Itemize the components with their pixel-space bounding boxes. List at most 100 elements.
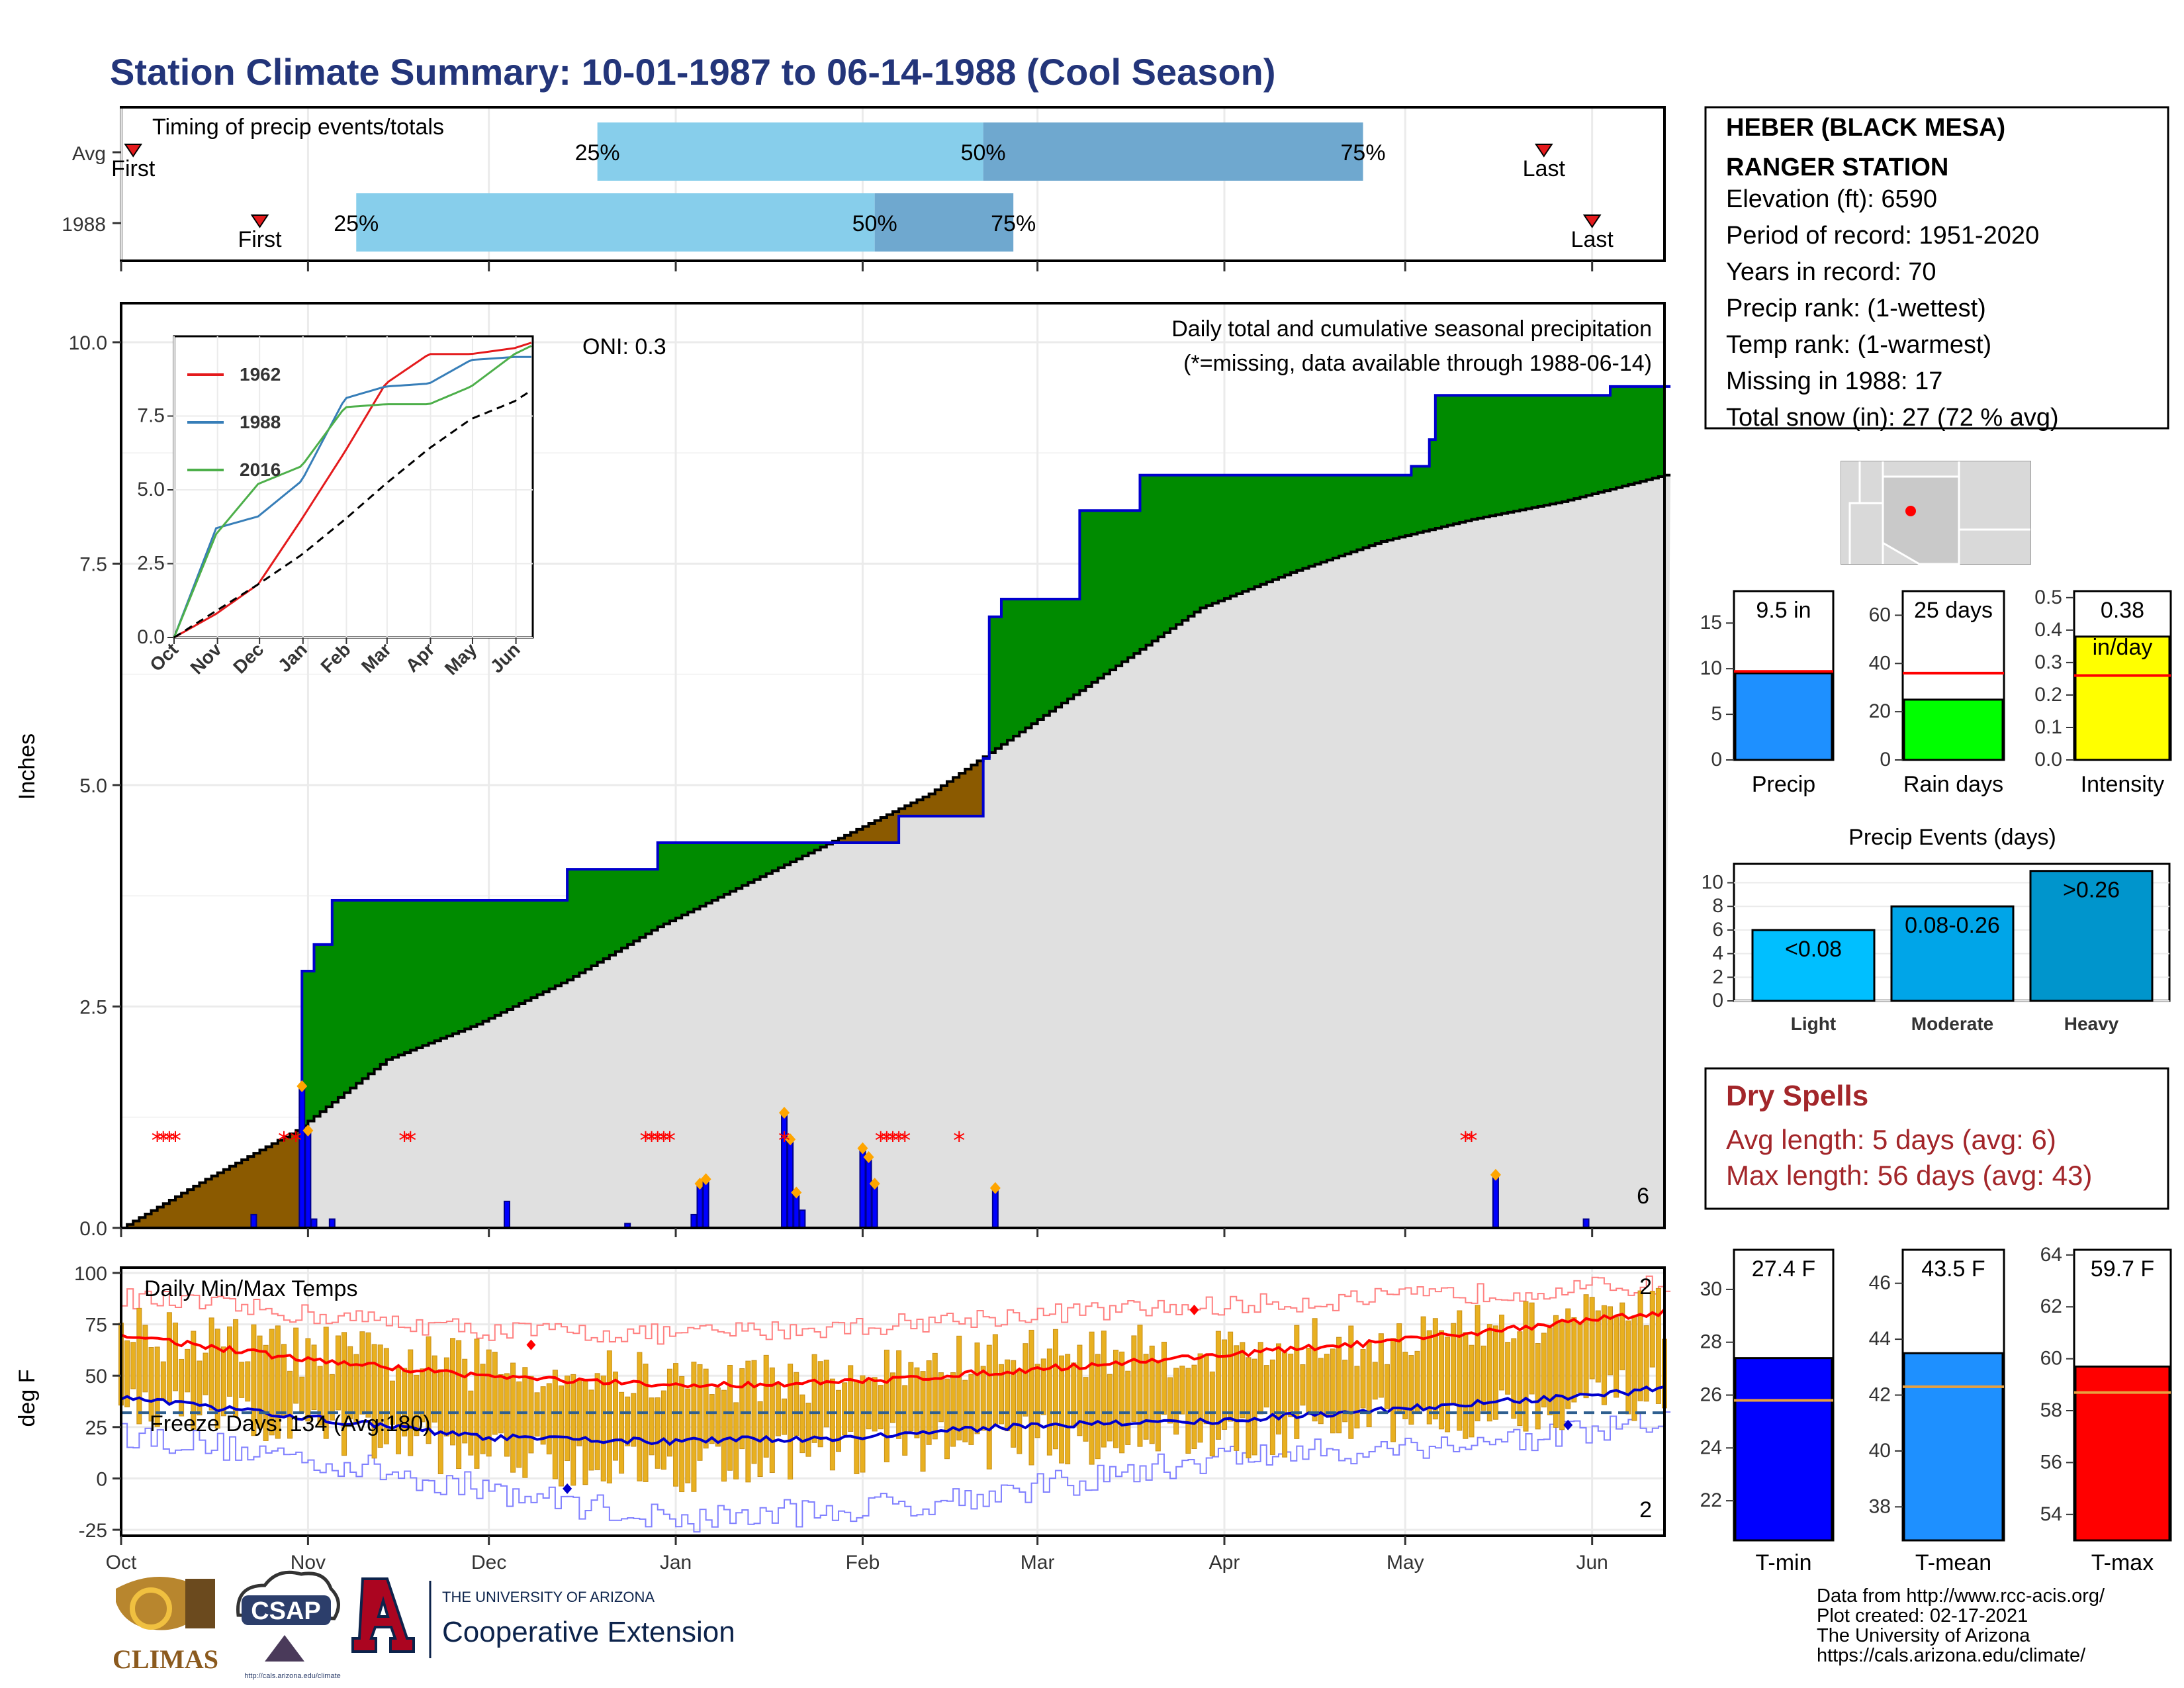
daily-temp-bar: [1089, 1331, 1095, 1465]
mini-bar-label: T-mean: [1915, 1550, 1991, 1575]
daily-temp-bar: [1240, 1342, 1246, 1419]
mini-bar-tick-label: 64: [2040, 1244, 2062, 1266]
daily-temp-bar: [1408, 1355, 1414, 1425]
daily-temp-bar: [443, 1357, 449, 1436]
events-tick-label: 2: [1712, 966, 1723, 988]
daily-temp-bar: [823, 1360, 829, 1428]
month-label: Mar: [1021, 1552, 1055, 1573]
daily-temp-bar: [534, 1392, 540, 1437]
daily-precip-bar: [1582, 1218, 1590, 1229]
timing-first-label: First: [111, 156, 156, 181]
daily-temp-bar: [1071, 1362, 1077, 1428]
university-of-arizona-logo: [351, 1577, 415, 1653]
daily-temp-bar: [1378, 1333, 1384, 1398]
daily-temp-bar: [185, 1348, 191, 1393]
daily-temp-bar: [902, 1385, 908, 1456]
daily-precip-bar: [871, 1183, 878, 1229]
daily-temp-bar: [1577, 1323, 1583, 1393]
daily-temp-bar: [1276, 1343, 1281, 1434]
mini-bar-tick-label: 56: [2040, 1451, 2062, 1473]
timing-title: Timing of precip events/totals: [152, 115, 444, 140]
daily-temp-bar: [1499, 1314, 1505, 1391]
mini-bar-tick-label: 10: [1700, 657, 1722, 679]
month-axis: Oct Nov Dec Jan Feb Mar Apr May Jun: [106, 1228, 1608, 1573]
daily-temp-bar: [769, 1367, 775, 1474]
daily-temp-bar: [365, 1332, 371, 1418]
timing-last-label: Last: [1571, 227, 1614, 252]
daily-temp-bar: [1059, 1355, 1065, 1464]
daily-temp-bar: [727, 1365, 733, 1471]
daily-temp-bar: [208, 1317, 214, 1411]
missing-day-marker: *: [163, 1127, 175, 1154]
daily-temp-bar: [335, 1335, 341, 1411]
station-box-frame: [1704, 106, 2169, 430]
daily-temp-bar: [1463, 1332, 1469, 1439]
daily-temp-bar: [890, 1372, 895, 1423]
daily-temp-bar: [950, 1372, 956, 1447]
timing-last-label: Last: [1523, 156, 1566, 181]
station-info-box: HEBER (BLACK MESA) RANGER STATION Elevatio…: [1704, 106, 2169, 432]
timing-bar-25-50: [356, 193, 875, 252]
mini-bar-tick-label: 24: [1700, 1436, 1722, 1458]
daily-temp-bar: [1125, 1370, 1131, 1445]
mini-bar-tick-label: 54: [2040, 1503, 2062, 1525]
daily-precip-bar: [250, 1213, 257, 1229]
daily-temp-bar: [510, 1362, 516, 1473]
daily-temp-bar: [649, 1397, 655, 1456]
station-info-line: Elevation (ft): 6590: [1726, 185, 1937, 213]
missing-day-marker: *: [404, 1127, 416, 1154]
daily-temp-bar: [1017, 1368, 1023, 1454]
daily-temp-bar: [1185, 1368, 1191, 1454]
temp-ytick-label: 25: [85, 1417, 107, 1439]
daily-temp-bar: [619, 1391, 625, 1474]
daily-temp-bar: [516, 1381, 522, 1468]
mini-bar-tick-label: 22: [1700, 1489, 1722, 1511]
precip-panel: **** * * ** ***** * ***** * **0.02.55.07.510.0In…: [15, 302, 1671, 1240]
daily-temp-bar: [233, 1319, 239, 1417]
daily-temp-bar: [203, 1352, 208, 1395]
daily-temp-bar: [872, 1377, 878, 1432]
daily-temp-bar: [1222, 1339, 1228, 1430]
daily-temp-bar: [1300, 1364, 1306, 1406]
inset-series-line: [173, 355, 531, 638]
station-info-line: Total snow (in): 27 (72 % avg): [1726, 404, 2059, 432]
daily-temp-bar: [1023, 1343, 1028, 1417]
daily-temp-bar: [631, 1393, 637, 1447]
daily-temp-bar: [191, 1331, 197, 1430]
station-info-line: Period of record: 1951-2020: [1726, 222, 2039, 250]
station-info-line: Precip rank: (1-wettest): [1726, 295, 1986, 322]
daily-temp-bar: [986, 1344, 992, 1470]
daily-temp-bar: [377, 1344, 383, 1448]
daily-precip-bar: [304, 1129, 312, 1229]
station-name-line1: HEBER (BLACK MESA): [1726, 114, 2005, 142]
events-category-label: Light: [1791, 1013, 1836, 1034]
precip-observed-line: [121, 385, 1671, 1229]
daily-temp-bar: [1583, 1294, 1589, 1399]
daily-temp-bar: [1608, 1306, 1614, 1376]
mini-bar-label: Rain days: [1903, 772, 2003, 797]
mini-bar-sub-label: in/day: [2093, 635, 2153, 660]
daily-temp-bar: [1263, 1365, 1269, 1408]
daily-temp-bar: [1028, 1329, 1034, 1466]
daily-temp-bar: [239, 1362, 245, 1398]
snow-marker: [989, 1182, 1001, 1194]
inset-ytick-label: 0.0: [137, 626, 165, 648]
daily-temp-bar: [1269, 1359, 1275, 1455]
mini-bar-tick-label: 62: [2040, 1295, 2062, 1317]
daily-temp-bar: [1113, 1349, 1119, 1448]
daily-temp-bar: [1107, 1374, 1113, 1442]
daily-temp-bar: [588, 1389, 594, 1471]
events-category-label: Heavy: [2064, 1013, 2119, 1034]
footer-credits: Data from http://www.rcc-acis.org/Plot c…: [1817, 1585, 2105, 1666]
events-bar-label: >0.26: [2063, 878, 2120, 903]
daily-temp-bar: [775, 1383, 781, 1436]
month-label: May: [1387, 1552, 1424, 1573]
record-max-count: 2: [1639, 1274, 1652, 1299]
daily-temp-bar: [691, 1362, 697, 1492]
daily-temp-bar: [1215, 1331, 1221, 1440]
precip-panel-subtitle: (*=missing, data available through 1988-…: [1183, 351, 1652, 376]
daily-temp-bar: [1161, 1341, 1167, 1415]
timing-p50-label: 50%: [852, 211, 897, 236]
daily-temp-bar: [226, 1326, 232, 1397]
